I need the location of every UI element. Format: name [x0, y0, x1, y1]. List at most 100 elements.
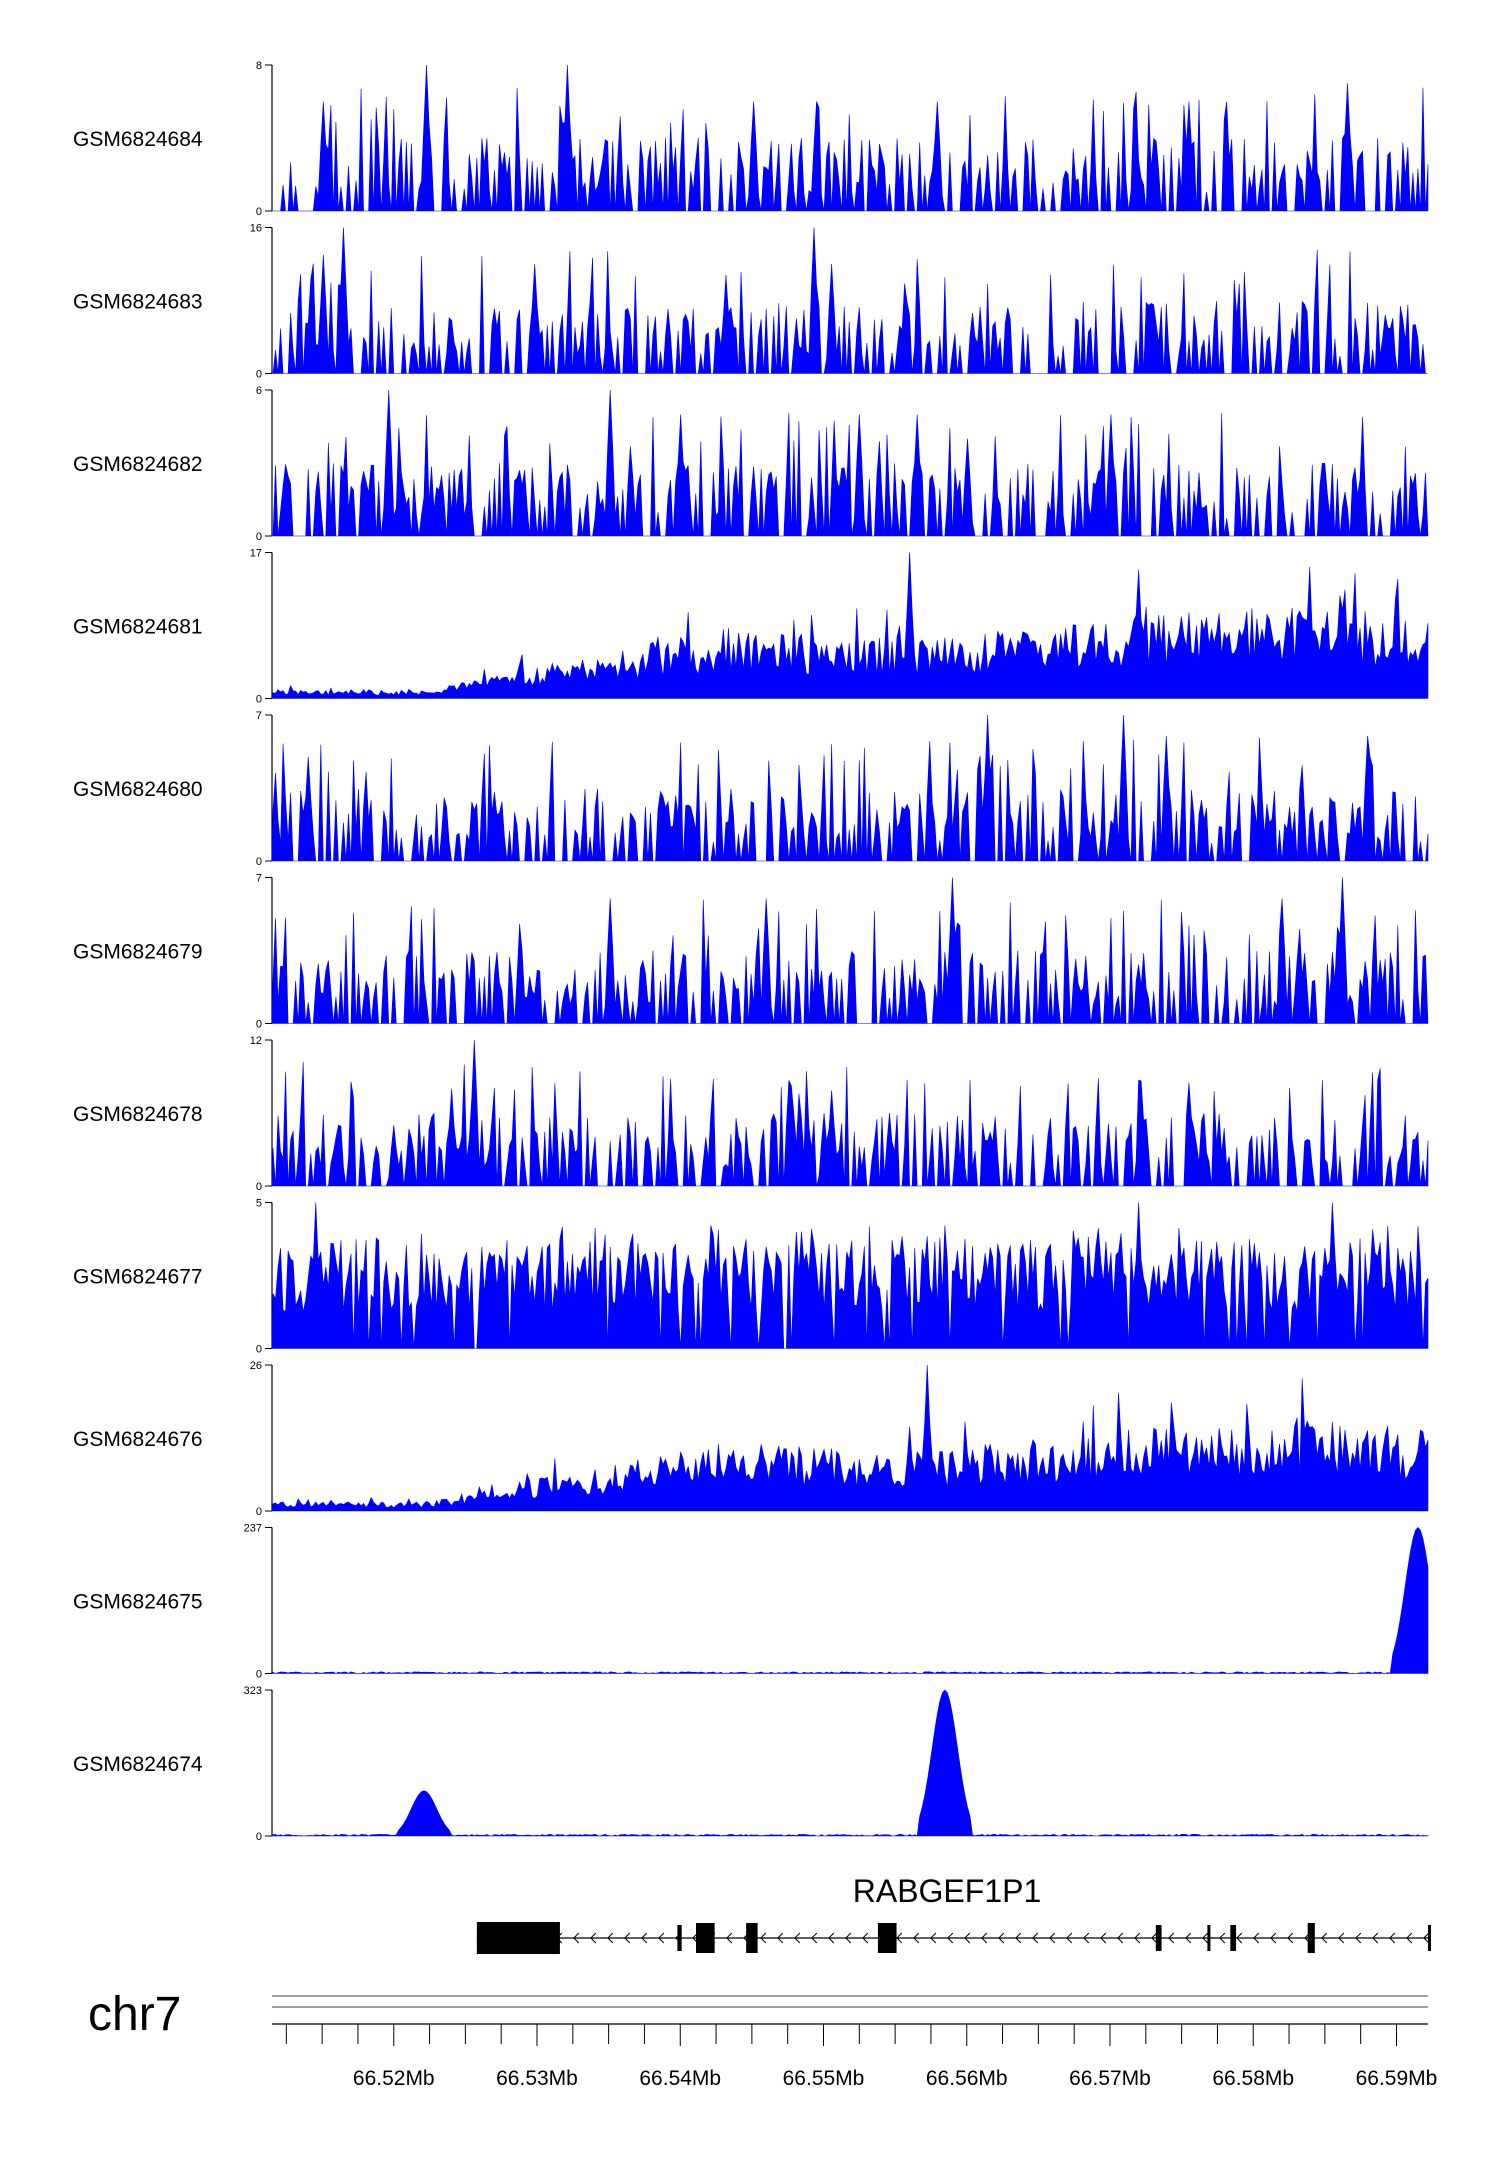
y-tick-label: 0 — [256, 694, 262, 706]
y-tick-label: 0 — [256, 1344, 262, 1356]
strand-arrow — [1355, 1932, 1362, 1944]
signal-area — [271, 1689, 1429, 1837]
strand-arrow — [930, 1932, 937, 1944]
y-tick-label: 6 — [256, 385, 262, 397]
y-tick-label: 17 — [250, 548, 262, 560]
strand-arrow — [1219, 1932, 1226, 1944]
signal-area — [271, 1527, 1429, 1674]
strand-arrow — [1151, 1932, 1158, 1944]
track-GSM6824683: GSM6824683 16 0 — [73, 223, 1428, 381]
exon — [677, 1925, 682, 1951]
strand-arrow — [641, 1932, 648, 1944]
signal-tracks: GSM682468480GSM6824683160GSM682468260GSM… — [73, 60, 1429, 1843]
y-tick-label: 0 — [256, 1831, 262, 1843]
track-GSM6824674: GSM6824674 323 0 — [73, 1685, 1429, 1843]
signal-area — [272, 64, 1429, 212]
strand-arrow — [828, 1932, 835, 1944]
signal-area — [271, 714, 1429, 862]
track-label: GSM6824675 — [73, 1591, 203, 1614]
strand-arrow — [811, 1932, 818, 1944]
track-GSM6824684: GSM6824684 8 0 — [73, 60, 1429, 218]
y-tick-label: 323 — [244, 1685, 262, 1697]
track-label: GSM6824683 — [73, 291, 203, 314]
exon — [877, 1923, 897, 1953]
strand-arrow — [1389, 1932, 1396, 1944]
strand-arrow — [1236, 1932, 1243, 1944]
genome-axis: chr7 66.52Mb 66.53Mb 66.54Mb 66.55Mb 66.56Mb… — [88, 1988, 1437, 2090]
gene-track: RABGEF1P1 — [476, 1873, 1431, 1954]
track-label: GSM6824676 — [73, 1428, 203, 1451]
strand-arrow — [981, 1932, 988, 1944]
y-tick-label: 12 — [250, 1035, 262, 1047]
signal-area — [272, 227, 1428, 374]
exon — [476, 1922, 560, 1954]
strand-arrow — [1372, 1932, 1379, 1944]
track-label: GSM6824682 — [73, 453, 203, 476]
y-tick-label: 16 — [250, 223, 262, 235]
track-label: GSM6824681 — [73, 616, 203, 639]
strand-arrow — [607, 1932, 614, 1944]
signal-area — [271, 877, 1429, 1024]
y-tick-label: 26 — [250, 1360, 262, 1372]
strand-arrow — [590, 1932, 597, 1944]
strand-arrow — [1253, 1932, 1260, 1944]
y-tick-label: 0 — [256, 1019, 262, 1031]
strand-arrow — [1066, 1932, 1073, 1944]
signal-area — [272, 389, 1429, 537]
strand-arrow — [1423, 1932, 1430, 1944]
strand-arrow — [658, 1932, 665, 1944]
strand-arrow — [1100, 1932, 1107, 1944]
strand-arrow — [964, 1932, 971, 1944]
strand-arrow — [573, 1932, 580, 1944]
strand-arrow — [862, 1932, 869, 1944]
strand-arrow — [845, 1932, 852, 1944]
signal-area — [271, 1364, 1429, 1512]
x-tick-label: 66.53Mb — [496, 2067, 578, 2090]
y-tick-label: 0 — [256, 369, 262, 381]
track-GSM6824680: GSM6824680 7 0 — [73, 710, 1429, 868]
strand-arrow — [1287, 1932, 1294, 1944]
y-tick-label: 5 — [256, 1198, 262, 1210]
track-label: GSM6824680 — [73, 778, 203, 801]
y-tick-label: 0 — [256, 206, 262, 218]
strand-arrow — [1134, 1932, 1141, 1944]
strand-arrow — [1117, 1932, 1124, 1944]
strand-arrow — [913, 1932, 920, 1944]
x-tick-label: 66.52Mb — [353, 2067, 435, 2090]
y-tick-label: 7 — [256, 710, 262, 722]
y-tick-label: 7 — [256, 873, 262, 885]
x-tick-label: 66.58Mb — [1212, 2067, 1294, 2090]
axis-ticks: 66.52Mb 66.53Mb 66.54Mb 66.55Mb 66.56Mb 66.57… — [272, 1995, 1437, 2090]
track-GSM6824677: GSM6824677 5 0 — [73, 1198, 1429, 1356]
strand-arrow — [1338, 1932, 1345, 1944]
gene-name: RABGEF1P1 — [853, 1873, 1042, 1909]
strand-arrow — [1083, 1932, 1090, 1944]
track-GSM6824675: GSM6824675 237 0 — [73, 1523, 1429, 1681]
strand-arrow — [1406, 1932, 1413, 1944]
exon — [1307, 1923, 1315, 1953]
track-label: GSM6824678 — [73, 1103, 203, 1126]
exon — [1207, 1925, 1211, 1951]
exon — [696, 1923, 715, 1953]
gene-structure — [476, 1922, 1431, 1954]
exon — [746, 1923, 758, 1953]
strand-arrow — [1049, 1932, 1056, 1944]
strand-arrow — [896, 1932, 903, 1944]
track-label: GSM6824684 — [73, 128, 203, 151]
track-GSM6824678: GSM6824678 12 0 — [73, 1035, 1429, 1193]
track-GSM6824679: GSM6824679 7 0 — [73, 873, 1429, 1031]
strand-arrow — [1032, 1932, 1039, 1944]
strand-arrow — [1185, 1932, 1192, 1944]
track-label: GSM6824674 — [73, 1753, 203, 1776]
strand-arrow — [726, 1932, 733, 1944]
exon — [1428, 1925, 1431, 1951]
track-GSM6824681: GSM6824681 17 0 — [73, 548, 1429, 706]
signal-area — [271, 1039, 1429, 1187]
y-tick-label: 0 — [256, 856, 262, 868]
signal-area — [271, 1202, 1429, 1349]
strand-arrow — [1015, 1932, 1022, 1944]
strand-arrow — [1270, 1932, 1277, 1944]
y-tick-label: 0 — [256, 1669, 262, 1681]
track-label: GSM6824677 — [73, 1266, 203, 1289]
